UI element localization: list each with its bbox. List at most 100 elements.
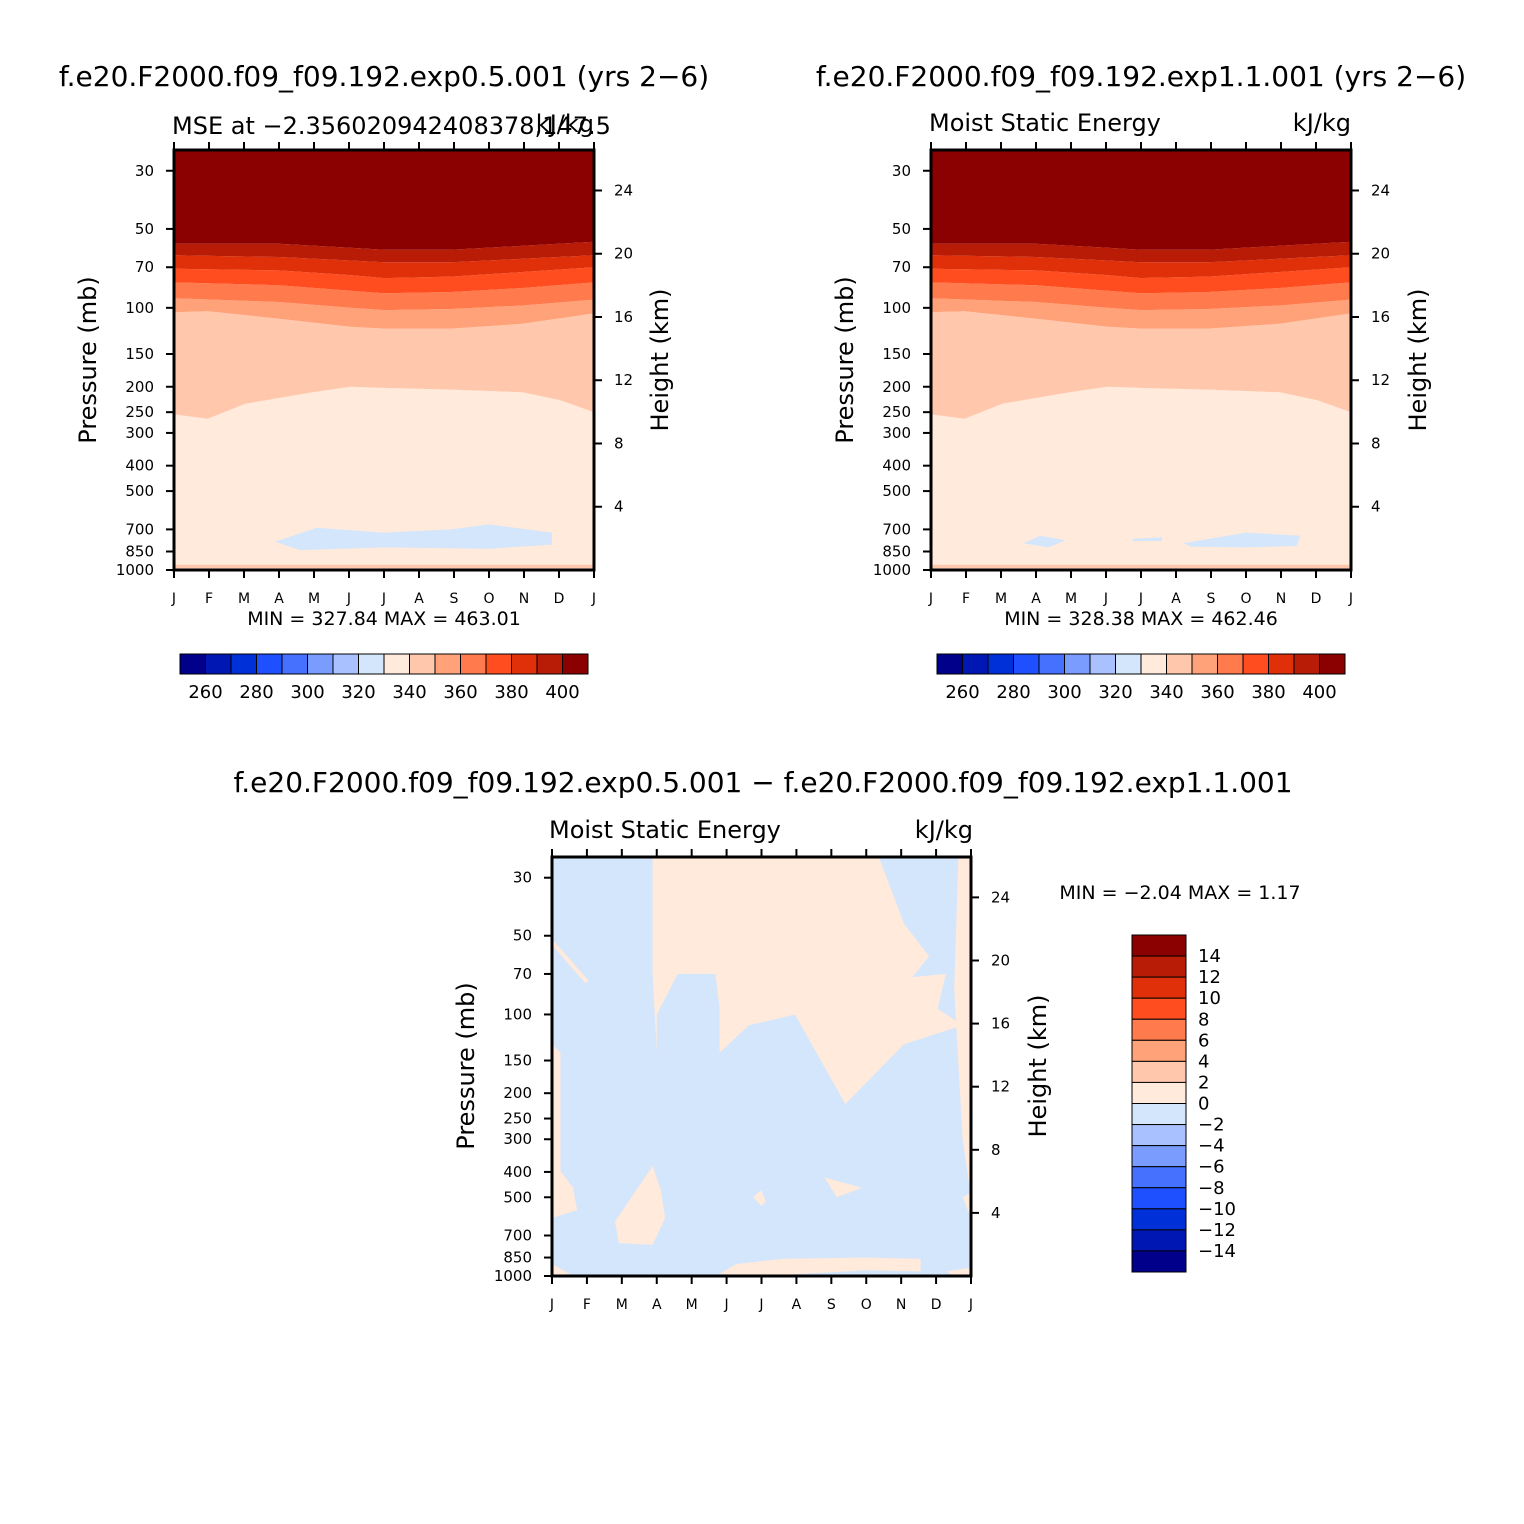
- y-tick-label: 700: [125, 520, 154, 538]
- panel-2-y-axis-title: Pressure (mb): [831, 276, 859, 443]
- colorbar-label: 8: [1198, 1009, 1209, 1030]
- colorbar-label: 12: [1198, 967, 1221, 988]
- colorbar-label: 320: [341, 682, 375, 703]
- colorbar-label: 300: [290, 682, 324, 703]
- y-tick-label: 400: [882, 457, 911, 475]
- x-tick-label: J: [346, 591, 351, 607]
- colorbar-label: 320: [1098, 682, 1132, 703]
- x-tick-label: F: [583, 1297, 591, 1313]
- y2-tick-label: 4: [614, 498, 624, 516]
- contour-band-surface: [174, 564, 594, 569]
- y-tick-label: 400: [503, 1163, 532, 1181]
- y-tick-label: 70: [513, 965, 532, 983]
- panel-3-case-title: f.e20.F2000.f09_f09.192.exp0.5.001 − f.e…: [233, 766, 1292, 799]
- contour-band-320-patch-2: [1183, 532, 1301, 548]
- y-tick-label: 250: [503, 1110, 532, 1128]
- contour-band-320-patch-0: [274, 524, 552, 551]
- y-tick-label: 100: [125, 299, 154, 317]
- y2-tick-label: 24: [991, 888, 1010, 906]
- y-tick-label: 200: [125, 378, 154, 396]
- contour-band-350: [931, 298, 1351, 329]
- colorbar-swatch: [383, 653, 410, 675]
- contour-band-350: [174, 298, 594, 329]
- contour-band-340: [174, 311, 594, 419]
- colorbar-label: −2: [1198, 1115, 1225, 1136]
- y2-tick-label: 16: [1371, 308, 1390, 326]
- colorbar-label: 380: [494, 682, 528, 703]
- colorbar-label: −4: [1198, 1136, 1225, 1157]
- x-tick-label: M: [308, 591, 320, 607]
- contour-band-positive-4: [753, 1190, 766, 1206]
- x-tick-label: M: [686, 1297, 698, 1313]
- x-tick-label: J: [1138, 591, 1143, 607]
- x-tick-label: A: [274, 591, 284, 607]
- panel-exp05: f.e20.F2000.f09_f09.192.exp0.5.001 (yrs …: [59, 60, 709, 703]
- colorbar-label: 260: [188, 682, 222, 703]
- colorbar-swatch: [485, 653, 512, 675]
- y-tick-label: 700: [882, 520, 911, 538]
- colorbar-swatch: [1064, 653, 1091, 675]
- y2-tick-label: 4: [991, 1204, 1001, 1222]
- y-tick-label: 700: [503, 1226, 532, 1244]
- contour-band-360: [174, 282, 594, 311]
- y-tick-label: 70: [135, 258, 154, 276]
- x-tick-label: N: [519, 591, 529, 607]
- colorbar-label: 14: [1198, 946, 1221, 967]
- y2-tick-label: 8: [614, 434, 624, 452]
- x-tick-label: J: [591, 591, 596, 607]
- colorbar-swatch: [1319, 653, 1346, 675]
- contour-band-390: [174, 241, 594, 263]
- y2-tick-label: 16: [991, 1015, 1010, 1033]
- x-tick-label: D: [1311, 591, 1322, 607]
- colorbar-label: 300: [1047, 682, 1081, 703]
- panel-1-left-string: MSE at −2.356020942408378,147.5: [172, 112, 611, 140]
- y2-tick-label: 12: [991, 1078, 1010, 1096]
- y-tick-label: 100: [503, 1005, 532, 1023]
- panel-3-y-axis-title: Pressure (mb): [452, 982, 480, 1149]
- x-tick-label: S: [1207, 591, 1216, 607]
- panel-1-y2-axis-title: Height (km): [646, 289, 674, 432]
- panel-3-y2-axis-title: Height (km): [1024, 995, 1052, 1138]
- contour-band-380: [174, 255, 594, 279]
- y2-tick-label: 8: [1371, 434, 1381, 452]
- colorbar-swatch: [1268, 653, 1295, 675]
- colorbar-swatch: [281, 653, 308, 675]
- y-tick-label: 400: [125, 457, 154, 475]
- colorbar-swatch: [256, 653, 283, 675]
- panel-exp11: f.e20.F2000.f09_f09.192.exp1.1.001 (yrs …: [816, 60, 1466, 703]
- panel-1-colorbar: 260 280 300 320 340 360 380 400: [179, 653, 589, 703]
- contour-band-positive-0: [652, 857, 963, 1104]
- y2-tick-label: 20: [614, 245, 633, 263]
- panel-3-left-string: Moist Static Energy: [549, 816, 781, 844]
- contour-band-320-patch-1: [1132, 537, 1162, 541]
- y-tick-label: 850: [882, 542, 911, 560]
- y2-tick-label: 16: [614, 308, 633, 326]
- contour-band-positive-9: [954, 857, 971, 1198]
- x-tick-label: A: [1171, 591, 1181, 607]
- contour-band-400: [174, 150, 594, 250]
- y2-tick-label: 24: [1371, 181, 1390, 199]
- colorbar-swatch: [307, 653, 334, 675]
- contour-band-370: [931, 267, 1351, 294]
- panel-2-min-max: MIN = 328.38 MAX = 462.46: [1004, 608, 1278, 630]
- colorbar-swatch: [1115, 653, 1142, 675]
- colorbar-swatch: [1131, 1060, 1187, 1083]
- colorbar-swatch: [1131, 1103, 1187, 1126]
- colorbar-label: 400: [1302, 682, 1336, 703]
- panel-2-case-title: f.e20.F2000.f09_f09.192.exp1.1.001 (yrs …: [816, 60, 1466, 93]
- y2-tick-label: 24: [614, 181, 633, 199]
- contour-band-positive-6: [552, 1264, 573, 1276]
- x-tick-label: O: [1240, 591, 1251, 607]
- x-tick-label: M: [238, 591, 250, 607]
- y-tick-label: 300: [503, 1130, 532, 1148]
- colorbar-swatch: [1131, 1124, 1187, 1147]
- x-tick-label: D: [554, 591, 565, 607]
- colorbar-label: 280: [239, 682, 273, 703]
- colorbar-label: 280: [996, 682, 1030, 703]
- colorbar-swatch: [205, 653, 232, 675]
- y2-tick-label: 12: [614, 371, 633, 389]
- panel-3-units: kJ/kg: [915, 816, 973, 844]
- colorbar-swatch: [987, 653, 1014, 675]
- x-tick-label: F: [205, 591, 213, 607]
